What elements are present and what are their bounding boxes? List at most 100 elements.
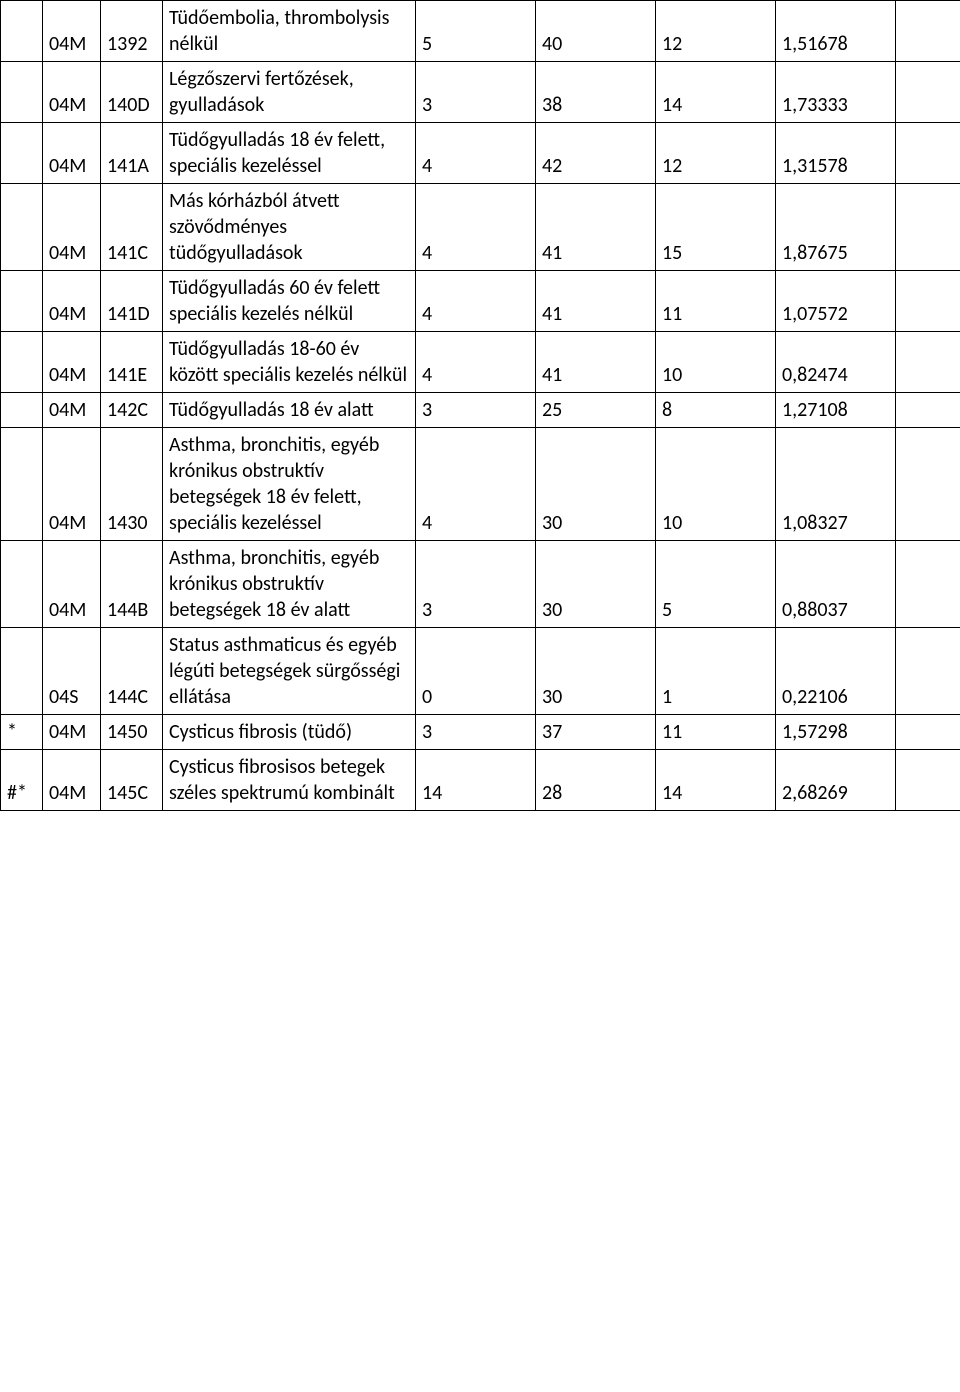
table-cell-c3: Asthma, bronchitis, egyéb krónikus obstr… <box>163 541 416 628</box>
table-cell-c7: 0,82474 <box>776 332 896 393</box>
table-cell-c5: 42 <box>536 123 656 184</box>
table-cell-c0 <box>1 393 43 428</box>
table-row: 04M141DTüdőgyulladás 60 év felett speciá… <box>1 271 960 332</box>
table-cell-c3: Tüdőgyulladás 18 év alatt <box>163 393 416 428</box>
table-cell-c3: Tüdőgyulladás 60 év felett speciális kez… <box>163 271 416 332</box>
table-cell-c1: 04M <box>43 750 101 811</box>
table-cell-c5: 25 <box>536 393 656 428</box>
table-cell-c3: Status asthmaticus és egyéb légúti beteg… <box>163 628 416 715</box>
table-cell-c6: 12 <box>656 123 776 184</box>
table-cell-c0 <box>1 1 43 62</box>
table-cell-c3: Tüdőgyulladás 18 év felett, speciális ke… <box>163 123 416 184</box>
table-cell-c3: Cysticus fibrosis (tüdő) <box>163 715 416 750</box>
table-cell-c8 <box>896 750 960 811</box>
table-cell-c3: Tüdőgyulladás 18-60 év között speciális … <box>163 332 416 393</box>
table-cell-c8 <box>896 184 960 271</box>
table-cell-c6: 11 <box>656 715 776 750</box>
table-cell-c5: 41 <box>536 332 656 393</box>
table-cell-c7: 1,73333 <box>776 62 896 123</box>
table-cell-c1: 04M <box>43 393 101 428</box>
table-cell-c0: #* <box>1 750 43 811</box>
table-cell-c0 <box>1 628 43 715</box>
table-cell-c3: Asthma, bronchitis, egyéb krónikus obstr… <box>163 428 416 541</box>
table-cell-c6: 14 <box>656 62 776 123</box>
table-cell-c5: 30 <box>536 428 656 541</box>
table-cell-c8 <box>896 1 960 62</box>
table-cell-c8 <box>896 715 960 750</box>
table-row: 04M142CTüdőgyulladás 18 év alatt32581,27… <box>1 393 960 428</box>
table-cell-c6: 10 <box>656 428 776 541</box>
table-cell-c0 <box>1 271 43 332</box>
table-cell-c8 <box>896 62 960 123</box>
table-cell-c1: 04M <box>43 332 101 393</box>
table-cell-c0 <box>1 541 43 628</box>
data-table: 04M1392Tüdőembolia, thrombolysis nélkül5… <box>0 0 960 811</box>
table-cell-c8 <box>896 628 960 715</box>
table-row: 04M141ATüdőgyulladás 18 év felett, speci… <box>1 123 960 184</box>
table-cell-c2: 1450 <box>101 715 163 750</box>
table-cell-c5: 30 <box>536 628 656 715</box>
table-cell-c3: Légzőszervi fertőzések, gyulladások <box>163 62 416 123</box>
table-cell-c6: 5 <box>656 541 776 628</box>
table-cell-c7: 1,87675 <box>776 184 896 271</box>
table-cell-c8 <box>896 428 960 541</box>
table-cell-c0 <box>1 62 43 123</box>
table-cell-c2: 1430 <box>101 428 163 541</box>
table-cell-c4: 4 <box>416 428 536 541</box>
table-cell-c6: 14 <box>656 750 776 811</box>
table-cell-c1: 04M <box>43 62 101 123</box>
table-cell-c3: Más kórházból átvett szövődményes tüdőgy… <box>163 184 416 271</box>
table-cell-c1: 04M <box>43 1 101 62</box>
table-cell-c4: 14 <box>416 750 536 811</box>
table-cell-c5: 38 <box>536 62 656 123</box>
table-cell-c0: * <box>1 715 43 750</box>
table-row: 04M141ETüdőgyulladás 18-60 év között spe… <box>1 332 960 393</box>
table-cell-c7: 1,51678 <box>776 1 896 62</box>
table-cell-c5: 28 <box>536 750 656 811</box>
table-cell-c1: 04M <box>43 715 101 750</box>
table-cell-c7: 1,31578 <box>776 123 896 184</box>
table-cell-c1: 04M <box>43 123 101 184</box>
table-cell-c6: 10 <box>656 332 776 393</box>
table-cell-c6: 12 <box>656 1 776 62</box>
table-cell-c7: 1,08327 <box>776 428 896 541</box>
table-cell-c4: 5 <box>416 1 536 62</box>
table-cell-c8 <box>896 393 960 428</box>
table-cell-c6: 15 <box>656 184 776 271</box>
table-cell-c2: 1392 <box>101 1 163 62</box>
table-cell-c4: 3 <box>416 393 536 428</box>
table-cell-c1: 04M <box>43 271 101 332</box>
table-cell-c1: 04M <box>43 541 101 628</box>
table-cell-c5: 30 <box>536 541 656 628</box>
table-cell-c8 <box>896 123 960 184</box>
table-cell-c2: 141E <box>101 332 163 393</box>
table-cell-c7: 1,57298 <box>776 715 896 750</box>
table-cell-c0 <box>1 428 43 541</box>
table-cell-c8 <box>896 332 960 393</box>
table-row: #*04M145CCysticus fibrosisos betegek szé… <box>1 750 960 811</box>
table-row: *04M1450Cysticus fibrosis (tüdő)337111,5… <box>1 715 960 750</box>
table-cell-c2: 142C <box>101 393 163 428</box>
table-cell-c5: 37 <box>536 715 656 750</box>
table-row: 04S144CStatus asthmaticus és egyéb légút… <box>1 628 960 715</box>
table-cell-c1: 04M <box>43 184 101 271</box>
table-cell-c7: 1,27108 <box>776 393 896 428</box>
table-cell-c4: 4 <box>416 123 536 184</box>
table-cell-c5: 40 <box>536 1 656 62</box>
table-cell-c7: 2,68269 <box>776 750 896 811</box>
table-row: 04M1430Asthma, bronchitis, egyéb króniku… <box>1 428 960 541</box>
table-cell-c7: 0,88037 <box>776 541 896 628</box>
table-cell-c4: 4 <box>416 332 536 393</box>
table-cell-c0 <box>1 184 43 271</box>
table-cell-c3: Tüdőembolia, thrombolysis nélkül <box>163 1 416 62</box>
table-cell-c4: 4 <box>416 184 536 271</box>
table-cell-c2: 144C <box>101 628 163 715</box>
table-row: 04M140DLégzőszervi fertőzések, gyulladás… <box>1 62 960 123</box>
table-cell-c7: 0,22106 <box>776 628 896 715</box>
table-cell-c5: 41 <box>536 271 656 332</box>
table-cell-c4: 3 <box>416 715 536 750</box>
table-cell-c2: 141A <box>101 123 163 184</box>
table-cell-c5: 41 <box>536 184 656 271</box>
table-cell-c2: 145C <box>101 750 163 811</box>
table-row: 04M144BAsthma, bronchitis, egyéb króniku… <box>1 541 960 628</box>
